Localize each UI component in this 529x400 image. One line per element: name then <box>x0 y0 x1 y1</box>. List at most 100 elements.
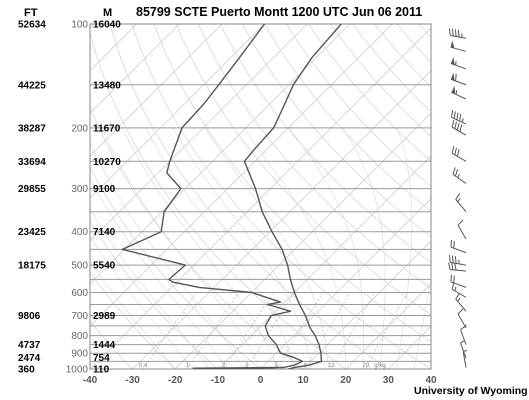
height-m-label: 2989 <box>93 311 116 322</box>
height-m-label: 10270 <box>93 157 121 168</box>
wind-barb-flag <box>456 112 459 120</box>
dry-adiabat-line <box>396 24 431 63</box>
dry-adiabat-line <box>485 24 529 369</box>
dry-adiabat-line <box>418 24 431 39</box>
moist-adiabat-line <box>172 127 312 369</box>
chart-title: 85799 SCTE Puerto Montt 1200 UTC Jun 06 … <box>136 5 422 19</box>
height-m-label: 5540 <box>93 261 116 272</box>
wind-barb-pennant <box>451 85 456 94</box>
wind-barb-stem <box>462 351 467 368</box>
pressure-tick-label: 400 <box>71 227 88 238</box>
wind-barb <box>450 72 467 86</box>
wind-barb-half-flag <box>457 198 461 203</box>
wind-barb-pennant <box>450 40 455 49</box>
temperature-tick-label: 40 <box>425 375 437 386</box>
wind-barb-flag <box>450 274 452 282</box>
temperature-tick-label: 0 <box>258 375 264 386</box>
dry-adiabat-line <box>441 24 529 369</box>
wind-barb-stem <box>450 63 467 70</box>
wind-barb <box>457 219 467 240</box>
wind-barb-half-flag <box>457 297 461 302</box>
isotherm-line <box>217 155 431 369</box>
wind-barb-flag <box>453 275 455 283</box>
height-ft-label: 2474 <box>18 353 41 364</box>
wind-barb-half-flag <box>460 340 465 344</box>
dry-adiabat-line <box>197 24 431 289</box>
isotherm-line <box>388 325 431 369</box>
wind-barb-stem <box>451 126 467 136</box>
isotherm-line <box>474 24 529 369</box>
height-m-label: 16040 <box>93 20 121 31</box>
dry-adiabat-line <box>352 24 431 113</box>
wind-barb-flag <box>459 113 462 122</box>
wind-barb <box>451 146 467 162</box>
height-m-label: 11670 <box>93 123 121 134</box>
wind-barb-flag <box>454 121 457 129</box>
height-ft-label: 29855 <box>18 184 46 195</box>
isotherm-line <box>0 24 9 369</box>
wind-barb-stem <box>452 173 467 184</box>
height-ft-label: 18175 <box>18 261 46 272</box>
wind-barb-flag <box>454 147 457 155</box>
temperature-tick-label: 30 <box>383 375 395 386</box>
pressure-tick-label: 600 <box>71 288 88 299</box>
wind-barb-flag <box>460 324 467 331</box>
wind-barb <box>460 340 467 359</box>
temperature-tick-label: 20 <box>340 375 352 386</box>
plot-frame <box>89 23 432 370</box>
temperature-tick-labels: -40 -30 -20 -10 0 10 20 30 40 <box>83 375 437 386</box>
wind-barb-half-flag <box>454 286 457 292</box>
wind-barb-flag <box>452 167 456 175</box>
height-ft-label: 360 <box>18 365 35 376</box>
temperature-tick-label: -10 <box>211 375 226 386</box>
wind-barb <box>460 324 467 345</box>
mixing-ratio-label: 1 <box>186 363 190 369</box>
wind-barb <box>451 119 467 136</box>
height-m-label: 754 <box>93 353 110 364</box>
wind-barb-flag <box>457 29 460 38</box>
wind-barb <box>451 85 467 100</box>
wind-barb-flag <box>455 292 461 300</box>
dry-adiabat-line <box>90 30 347 369</box>
wind-barb-flag <box>453 240 455 249</box>
wind-barb-stem <box>455 298 467 312</box>
isotherm-line <box>132 70 431 369</box>
pressure-tick-label: 200 <box>71 123 88 134</box>
wind-barb-flag <box>448 262 451 270</box>
mixing-ratio-label: 5 <box>275 363 279 369</box>
temperature-tick-label: -20 <box>168 375 183 386</box>
isotherm-line <box>90 24 180 114</box>
isotherm-line <box>90 24 393 327</box>
wind-barb <box>451 110 467 125</box>
wind-barb-flag <box>451 119 455 128</box>
wind-barb <box>462 349 468 368</box>
isotherm-line <box>430 368 431 369</box>
wind-barbs <box>448 28 468 368</box>
moist-adiabat-line <box>90 177 227 369</box>
wind-barb-stem <box>450 78 467 86</box>
wind-barb-flag <box>451 28 454 37</box>
wind-barb-flag <box>451 110 454 118</box>
wind-barb-stem <box>450 246 467 254</box>
wind-barb-half-flag <box>461 118 464 123</box>
isotherm-line <box>90 24 223 157</box>
height-ft-label: 4737 <box>18 340 41 351</box>
pressure-tick-label: 900 <box>71 349 88 360</box>
wind-barb-flag <box>454 169 459 177</box>
isotherm-line <box>302 240 431 369</box>
wind-barb-stem <box>450 269 467 272</box>
wind-barb-pennant <box>450 56 455 65</box>
dry-adiabat-line <box>330 24 431 137</box>
wind-barb-half-flag <box>463 349 468 353</box>
wind-barb-flag <box>451 282 455 290</box>
wind-barb <box>448 255 467 266</box>
wind-barb <box>450 56 467 70</box>
wind-barb-flag <box>448 28 451 36</box>
isotherm-line <box>516 24 529 369</box>
wind-barb <box>448 28 467 39</box>
wind-barb <box>455 193 467 213</box>
wind-barb-half-flag <box>457 173 460 178</box>
wind-barb-flag <box>453 111 456 119</box>
wind-barb <box>450 40 467 52</box>
